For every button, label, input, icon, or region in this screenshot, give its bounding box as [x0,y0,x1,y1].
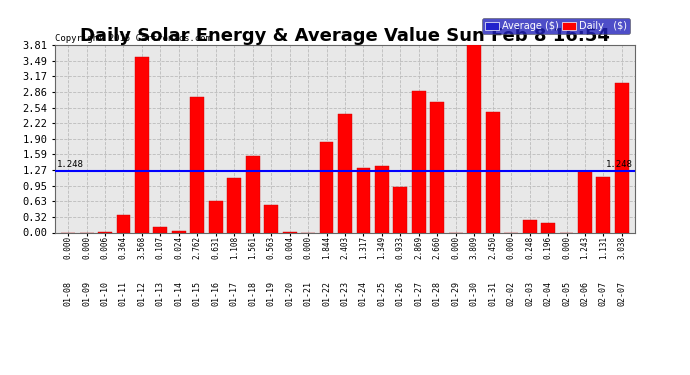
Text: 01-28: 01-28 [433,281,442,306]
Text: 01-12: 01-12 [137,281,146,306]
Text: 02-06: 02-06 [580,281,589,306]
Bar [190,97,204,232]
Text: 2.450: 2.450 [488,236,497,260]
Text: 0.000: 0.000 [304,236,313,260]
Text: 01-24: 01-24 [359,281,368,306]
Text: 0.248: 0.248 [525,236,534,260]
Text: 1.108: 1.108 [230,236,239,260]
Text: 02-05: 02-05 [562,281,571,306]
Text: 01-29: 01-29 [451,281,460,306]
Text: 0.364: 0.364 [119,236,128,260]
Bar [172,231,186,232]
Text: 01-31: 01-31 [488,281,497,306]
Text: 01-23: 01-23 [340,281,350,306]
Text: 01-15: 01-15 [193,281,202,306]
Bar [264,205,278,232]
Text: 2.762: 2.762 [193,236,202,260]
Text: 01-09: 01-09 [82,281,91,306]
Text: Copyright 2015 Cartronics.com: Copyright 2015 Cartronics.com [55,34,211,43]
Text: 3.038: 3.038 [618,236,627,260]
Text: 01-26: 01-26 [396,281,405,306]
Text: 1.248: 1.248 [606,160,633,169]
Text: 01-18: 01-18 [248,281,257,306]
Bar [578,171,592,232]
Bar [319,142,333,232]
Text: 1.561: 1.561 [248,236,257,260]
Text: 1.248: 1.248 [57,160,84,169]
Text: 02-04: 02-04 [544,281,553,306]
Text: 01-22: 01-22 [322,281,331,306]
Bar [431,102,444,232]
Bar [486,112,500,232]
Text: 2.660: 2.660 [433,236,442,260]
Text: 1.131: 1.131 [599,236,608,260]
Bar [393,187,407,232]
Text: 01-08: 01-08 [63,281,72,306]
Text: 0.000: 0.000 [506,236,515,260]
Text: 1.844: 1.844 [322,236,331,260]
Text: 01-20: 01-20 [285,281,294,306]
Bar [209,201,223,232]
Text: 1.243: 1.243 [580,236,589,260]
Text: 0.000: 0.000 [82,236,91,260]
Title: Daily Solar Energy & Average Value Sun Feb 8 16:54: Daily Solar Energy & Average Value Sun F… [80,27,610,45]
Text: 0.563: 0.563 [266,236,276,260]
Text: 0.004: 0.004 [285,236,294,260]
Text: 1.349: 1.349 [377,236,386,260]
Text: 01-11: 01-11 [119,281,128,306]
Legend: Average ($), Daily   ($): Average ($), Daily ($) [482,18,630,34]
Text: 0.024: 0.024 [175,236,184,260]
Bar [227,178,242,232]
Text: 01-14: 01-14 [175,281,184,306]
Bar [615,83,629,232]
Text: 0.000: 0.000 [562,236,571,260]
Text: 02-02: 02-02 [506,281,515,306]
Text: 01-19: 01-19 [266,281,276,306]
Text: 1.317: 1.317 [359,236,368,260]
Bar [135,57,149,232]
Bar [541,223,555,232]
Bar [596,177,611,232]
Text: 01-13: 01-13 [156,281,165,306]
Bar [467,45,481,232]
Text: 0.933: 0.933 [396,236,405,260]
Bar [246,156,259,232]
Text: 02-03: 02-03 [525,281,534,306]
Bar [357,168,371,232]
Text: 0.006: 0.006 [101,236,110,260]
Text: 01-21: 01-21 [304,281,313,306]
Text: 2.869: 2.869 [414,236,424,260]
Text: 3.568: 3.568 [137,236,146,260]
Text: 0.000: 0.000 [63,236,72,260]
Text: 01-27: 01-27 [414,281,424,306]
Bar [522,220,537,232]
Text: 02-07: 02-07 [599,281,608,306]
Bar [338,114,352,232]
Text: 0.196: 0.196 [544,236,553,260]
Text: 2.403: 2.403 [340,236,350,260]
Bar [153,227,168,232]
Text: 0.000: 0.000 [451,236,460,260]
Text: 01-16: 01-16 [211,281,220,306]
Text: 01-10: 01-10 [101,281,110,306]
Text: 0.107: 0.107 [156,236,165,260]
Text: 01-17: 01-17 [230,281,239,306]
Text: 0.631: 0.631 [211,236,220,260]
Bar [117,214,130,232]
Bar [412,91,426,232]
Text: 01-25: 01-25 [377,281,386,306]
Text: 02-07: 02-07 [618,281,627,306]
Text: 3.809: 3.809 [470,236,479,260]
Bar [375,166,389,232]
Text: 01-30: 01-30 [470,281,479,306]
